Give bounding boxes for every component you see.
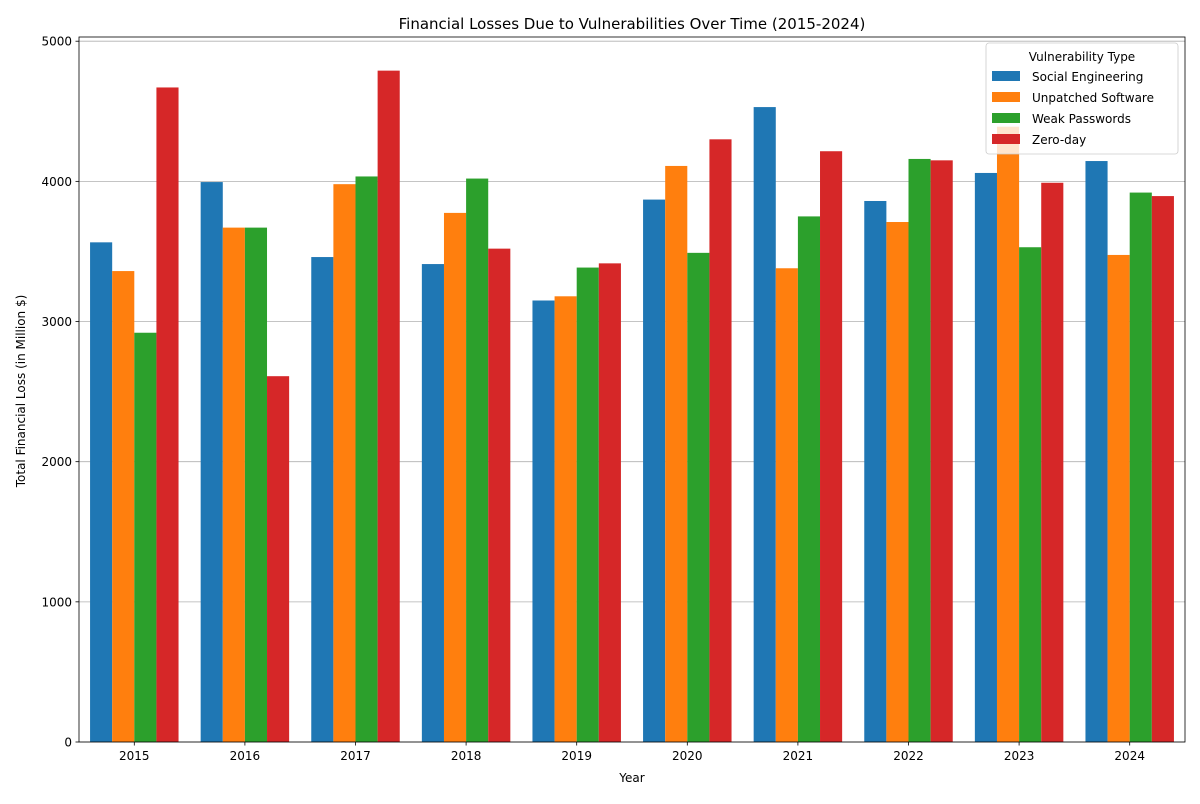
x-tick-label: 2016 xyxy=(230,749,261,763)
bar xyxy=(864,200,887,742)
bar xyxy=(598,263,621,742)
x-tick-label: 2017 xyxy=(340,749,371,763)
bar xyxy=(1151,196,1174,743)
bar xyxy=(687,252,710,743)
bar xyxy=(1041,182,1064,743)
x-tick-label: 2022 xyxy=(893,749,924,763)
bar xyxy=(1129,192,1152,742)
legend: Vulnerability Type Social Engineering Unpa… xyxy=(985,42,1179,155)
y-tick-label: 1000 xyxy=(41,595,72,609)
legend-title: Vulnerability Type xyxy=(1029,50,1135,64)
bar xyxy=(443,212,467,742)
x-tick-label: 2024 xyxy=(1114,749,1145,763)
bar xyxy=(90,242,113,742)
x-tick-label: 2018 xyxy=(451,749,482,763)
bar xyxy=(576,267,599,742)
bar xyxy=(267,376,290,742)
legend-swatch xyxy=(992,92,1020,102)
bar xyxy=(643,199,666,743)
bar xyxy=(355,176,378,742)
legend-swatch xyxy=(992,134,1020,144)
bar xyxy=(421,264,444,742)
bar xyxy=(532,300,555,742)
bar xyxy=(112,271,135,742)
x-tick-label: 2023 xyxy=(1004,749,1035,763)
bar xyxy=(996,126,1020,743)
legend-swatch xyxy=(992,113,1020,123)
bar xyxy=(974,172,997,742)
bar xyxy=(554,296,577,742)
bar xyxy=(908,158,931,743)
y-tick-label: 5000 xyxy=(41,35,72,49)
bars xyxy=(90,70,1174,743)
bar xyxy=(244,227,268,742)
y-tick-label: 3000 xyxy=(41,315,72,329)
x-tick-label: 2021 xyxy=(783,749,814,763)
bar xyxy=(200,182,223,743)
y-tick-label: 4000 xyxy=(41,175,72,189)
plot-frame xyxy=(78,36,1186,743)
bar xyxy=(488,248,511,743)
bar xyxy=(1019,247,1042,742)
legend-label: Zero-day xyxy=(1032,133,1086,147)
bar xyxy=(775,268,798,742)
bar xyxy=(156,87,179,742)
bar xyxy=(753,107,776,742)
bar xyxy=(820,151,843,743)
bar xyxy=(466,178,489,742)
legend-label: Unpatched Software xyxy=(1032,91,1154,105)
bar xyxy=(709,139,732,742)
bar xyxy=(134,332,157,742)
bar xyxy=(1085,161,1108,742)
legend-label: Weak Passwords xyxy=(1032,112,1131,126)
legend-box xyxy=(985,42,1179,155)
x-axis-label: Year xyxy=(618,771,644,785)
legend-swatch xyxy=(992,71,1020,81)
bar xyxy=(665,165,688,743)
bar xyxy=(1107,254,1130,742)
x-tick-label: 2020 xyxy=(672,749,703,763)
chart-title: Financial Losses Due to Vulnerabilities … xyxy=(399,15,866,33)
bar xyxy=(377,70,400,742)
bar xyxy=(886,222,909,742)
axes: 0 1000 2000 3000 4000 5000 2015 2016 2017 2018 201… xyxy=(41,35,1186,763)
y-tick-label: 2000 xyxy=(41,455,72,469)
legend-label: Social Engineering xyxy=(1032,70,1143,84)
y-tick-label: 0 xyxy=(64,736,72,750)
bar xyxy=(222,227,245,742)
y-axis-label: Total Financial Loss (in Million $) xyxy=(14,295,28,489)
bar xyxy=(333,184,356,742)
bar xyxy=(930,160,953,742)
x-tick-label: 2019 xyxy=(561,749,592,763)
bar xyxy=(311,257,334,742)
x-tick-label: 2015 xyxy=(119,749,150,763)
bar xyxy=(797,216,821,743)
